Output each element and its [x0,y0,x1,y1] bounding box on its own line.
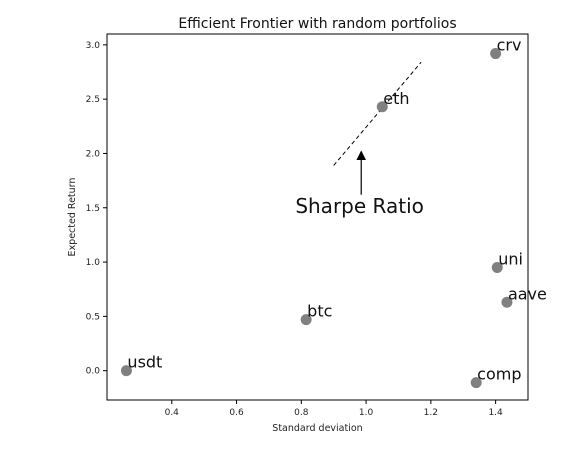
y-tick-label: 2.5 [86,95,100,105]
x-tick-label: 0.6 [229,408,244,418]
plot-area [106,33,529,401]
x-tick-label: 1.4 [488,408,503,418]
point-btc [300,314,312,326]
x-tick-label: 0.8 [294,408,309,418]
point-aave [501,296,513,308]
y-tick-label: 1.5 [86,204,100,214]
x-tick-label: 1.2 [424,408,438,418]
y-tick-label: 3.0 [86,41,101,51]
y-axis-label: Expected Return [67,178,78,257]
x-axis: 0.4 0.6 0.8 1.0 1.2 1.4 [165,400,503,418]
chart-title: Efficient Frontier with random portfolio… [178,16,456,32]
point-label-eth: eth [383,89,409,108]
x-tick-label: 0.4 [165,408,180,418]
point-label-aave: aave [508,284,547,303]
x-tick-label: 1.0 [359,408,374,418]
point-eth [376,101,388,113]
point-label-btc: btc [307,302,332,321]
y-tick-label: 0.5 [86,312,100,322]
sharpe-ratio-line [333,61,422,166]
y-tick-label: 1.0 [86,258,101,268]
y-tick-label: 2.0 [86,149,101,159]
point-label-uni: uni [498,250,523,269]
point-label-comp: comp [477,365,521,384]
point-label-crv: crv [497,36,522,55]
point-crv [490,48,502,60]
annotation-text: Sharpe Ratio [295,194,424,218]
data-points: usdt btc eth crv uni aave comp [120,36,547,389]
point-uni [491,262,503,274]
y-tick-label: 0.0 [86,367,101,377]
point-label-usdt: usdt [127,353,162,372]
x-axis-label: Standard deviation [272,423,362,434]
y-axis: 0.0 0.5 1.0 1.5 2.0 2.5 3.0 [86,41,107,377]
point-usdt [120,365,132,377]
point-comp [470,377,482,389]
